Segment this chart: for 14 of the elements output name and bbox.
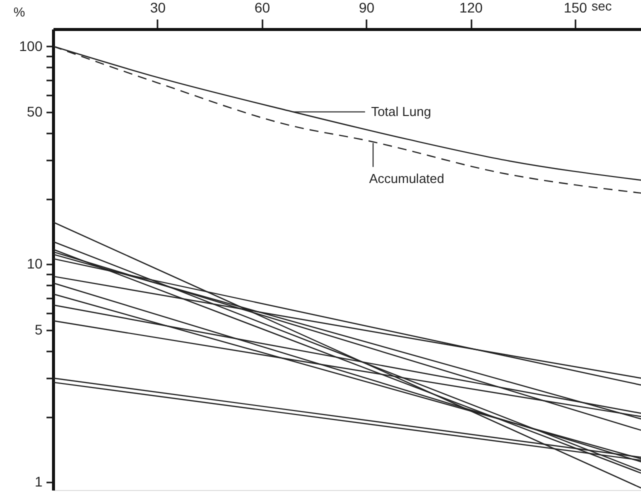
annotation: Accumulated <box>369 170 444 186</box>
x-tick-label: 30 <box>150 0 166 16</box>
x-tick-label: 60 <box>254 0 270 16</box>
y-axis-title: % <box>14 4 26 20</box>
x-tick-label: 90 <box>358 0 375 16</box>
y-tick-label: 50 <box>26 103 43 120</box>
y-tick-label: 5 <box>34 321 43 338</box>
x-tick-label: 120 <box>459 0 483 16</box>
x-axis-title: sec <box>592 0 612 14</box>
y-tick-label: 1 <box>34 474 43 490</box>
y-tick-label: 10 <box>26 256 43 272</box>
y-tick-label: 100 <box>19 38 43 54</box>
annotation: Total Lung <box>371 104 432 119</box>
x-tick-label: 150 <box>564 0 588 16</box>
